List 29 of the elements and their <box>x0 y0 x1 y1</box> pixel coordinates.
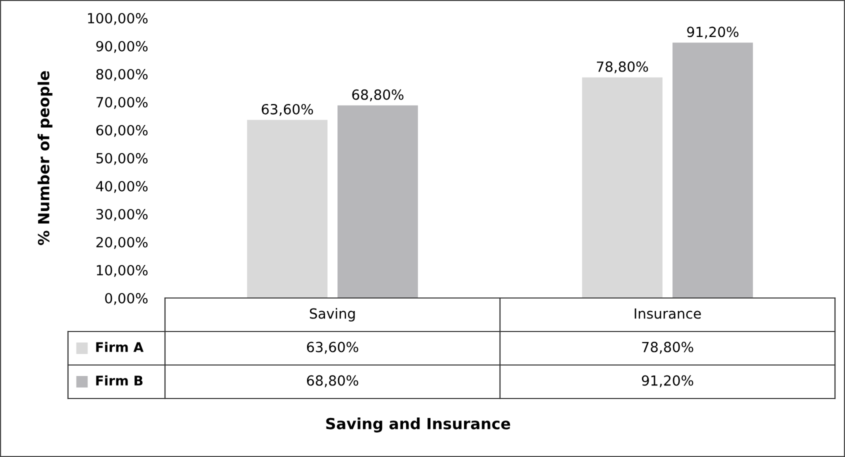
bar <box>672 42 753 298</box>
y-tick-label: 10,00% <box>96 264 148 277</box>
y-tick-label: 30,00% <box>96 208 148 221</box>
y-tick-label: 90,00% <box>96 40 148 53</box>
data-label: 91,20% <box>642 375 694 388</box>
y-tick-label: 0,00% <box>105 292 148 305</box>
y-tick-label: 60,00% <box>96 124 148 137</box>
data-label: 68,80% <box>306 375 358 388</box>
data-label: 63,60% <box>306 342 358 354</box>
text: Saving and Insurance <box>326 418 510 432</box>
bar <box>338 105 418 298</box>
text: 63,60% <box>262 104 313 116</box>
text: 91,20% <box>687 26 738 39</box>
y-tick-label: 80,00% <box>96 68 148 81</box>
y-tick-label: 20,00% <box>96 236 148 249</box>
y-tick-label: 100,00% <box>88 12 148 25</box>
y-tick-label: 50,00% <box>96 152 148 165</box>
text: 78,80% <box>596 61 648 74</box>
bar <box>247 120 328 298</box>
y-tick-label: 70,00% <box>96 96 148 109</box>
y-tick-label: 40,00% <box>96 180 148 193</box>
legend-label: Firm A <box>96 342 144 352</box>
y-axis-title: % Number of people <box>38 71 52 246</box>
x-tick-label: Saving <box>310 308 355 322</box>
text: 68,80% <box>352 89 404 102</box>
legend-label: Firm B <box>96 375 143 386</box>
x-tick-label: Insurance <box>634 308 701 319</box>
data-label: 78,80% <box>642 342 694 354</box>
bar <box>582 77 662 298</box>
